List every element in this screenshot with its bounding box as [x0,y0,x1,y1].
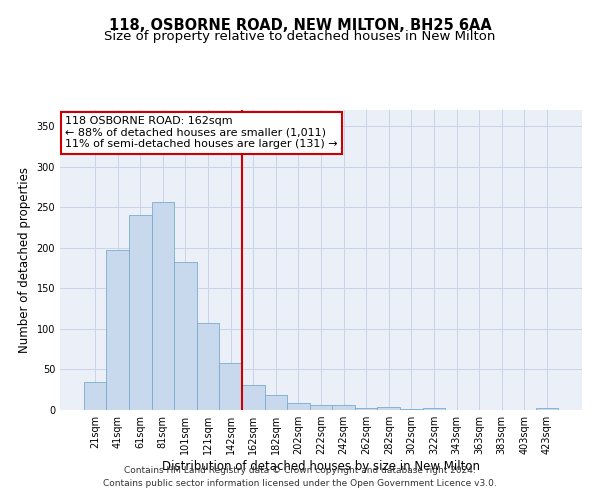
Bar [377,407,400,410]
Bar [310,405,332,410]
Bar [174,262,197,410]
Y-axis label: Number of detached properties: Number of detached properties [18,167,31,353]
Bar [152,202,174,410]
Bar [106,250,129,410]
Bar [355,408,377,410]
Bar [220,363,242,410]
Text: Contains HM Land Registry data © Crown copyright and database right 2024.
Contai: Contains HM Land Registry data © Crown c… [103,466,497,487]
Text: Size of property relative to detached houses in New Milton: Size of property relative to detached ho… [104,30,496,43]
Bar [129,216,152,410]
Bar [242,385,265,410]
Bar [197,323,220,410]
Text: 118 OSBORNE ROAD: 162sqm
← 88% of detached houses are smaller (1,011)
11% of sem: 118 OSBORNE ROAD: 162sqm ← 88% of detach… [65,116,338,149]
Bar [332,405,355,410]
Bar [400,409,422,410]
Bar [536,408,558,410]
Bar [422,408,445,410]
Bar [265,396,287,410]
X-axis label: Distribution of detached houses by size in New Milton: Distribution of detached houses by size … [162,460,480,473]
Bar [287,402,310,410]
Text: 118, OSBORNE ROAD, NEW MILTON, BH25 6AA: 118, OSBORNE ROAD, NEW MILTON, BH25 6AA [109,18,491,32]
Bar [84,382,106,410]
